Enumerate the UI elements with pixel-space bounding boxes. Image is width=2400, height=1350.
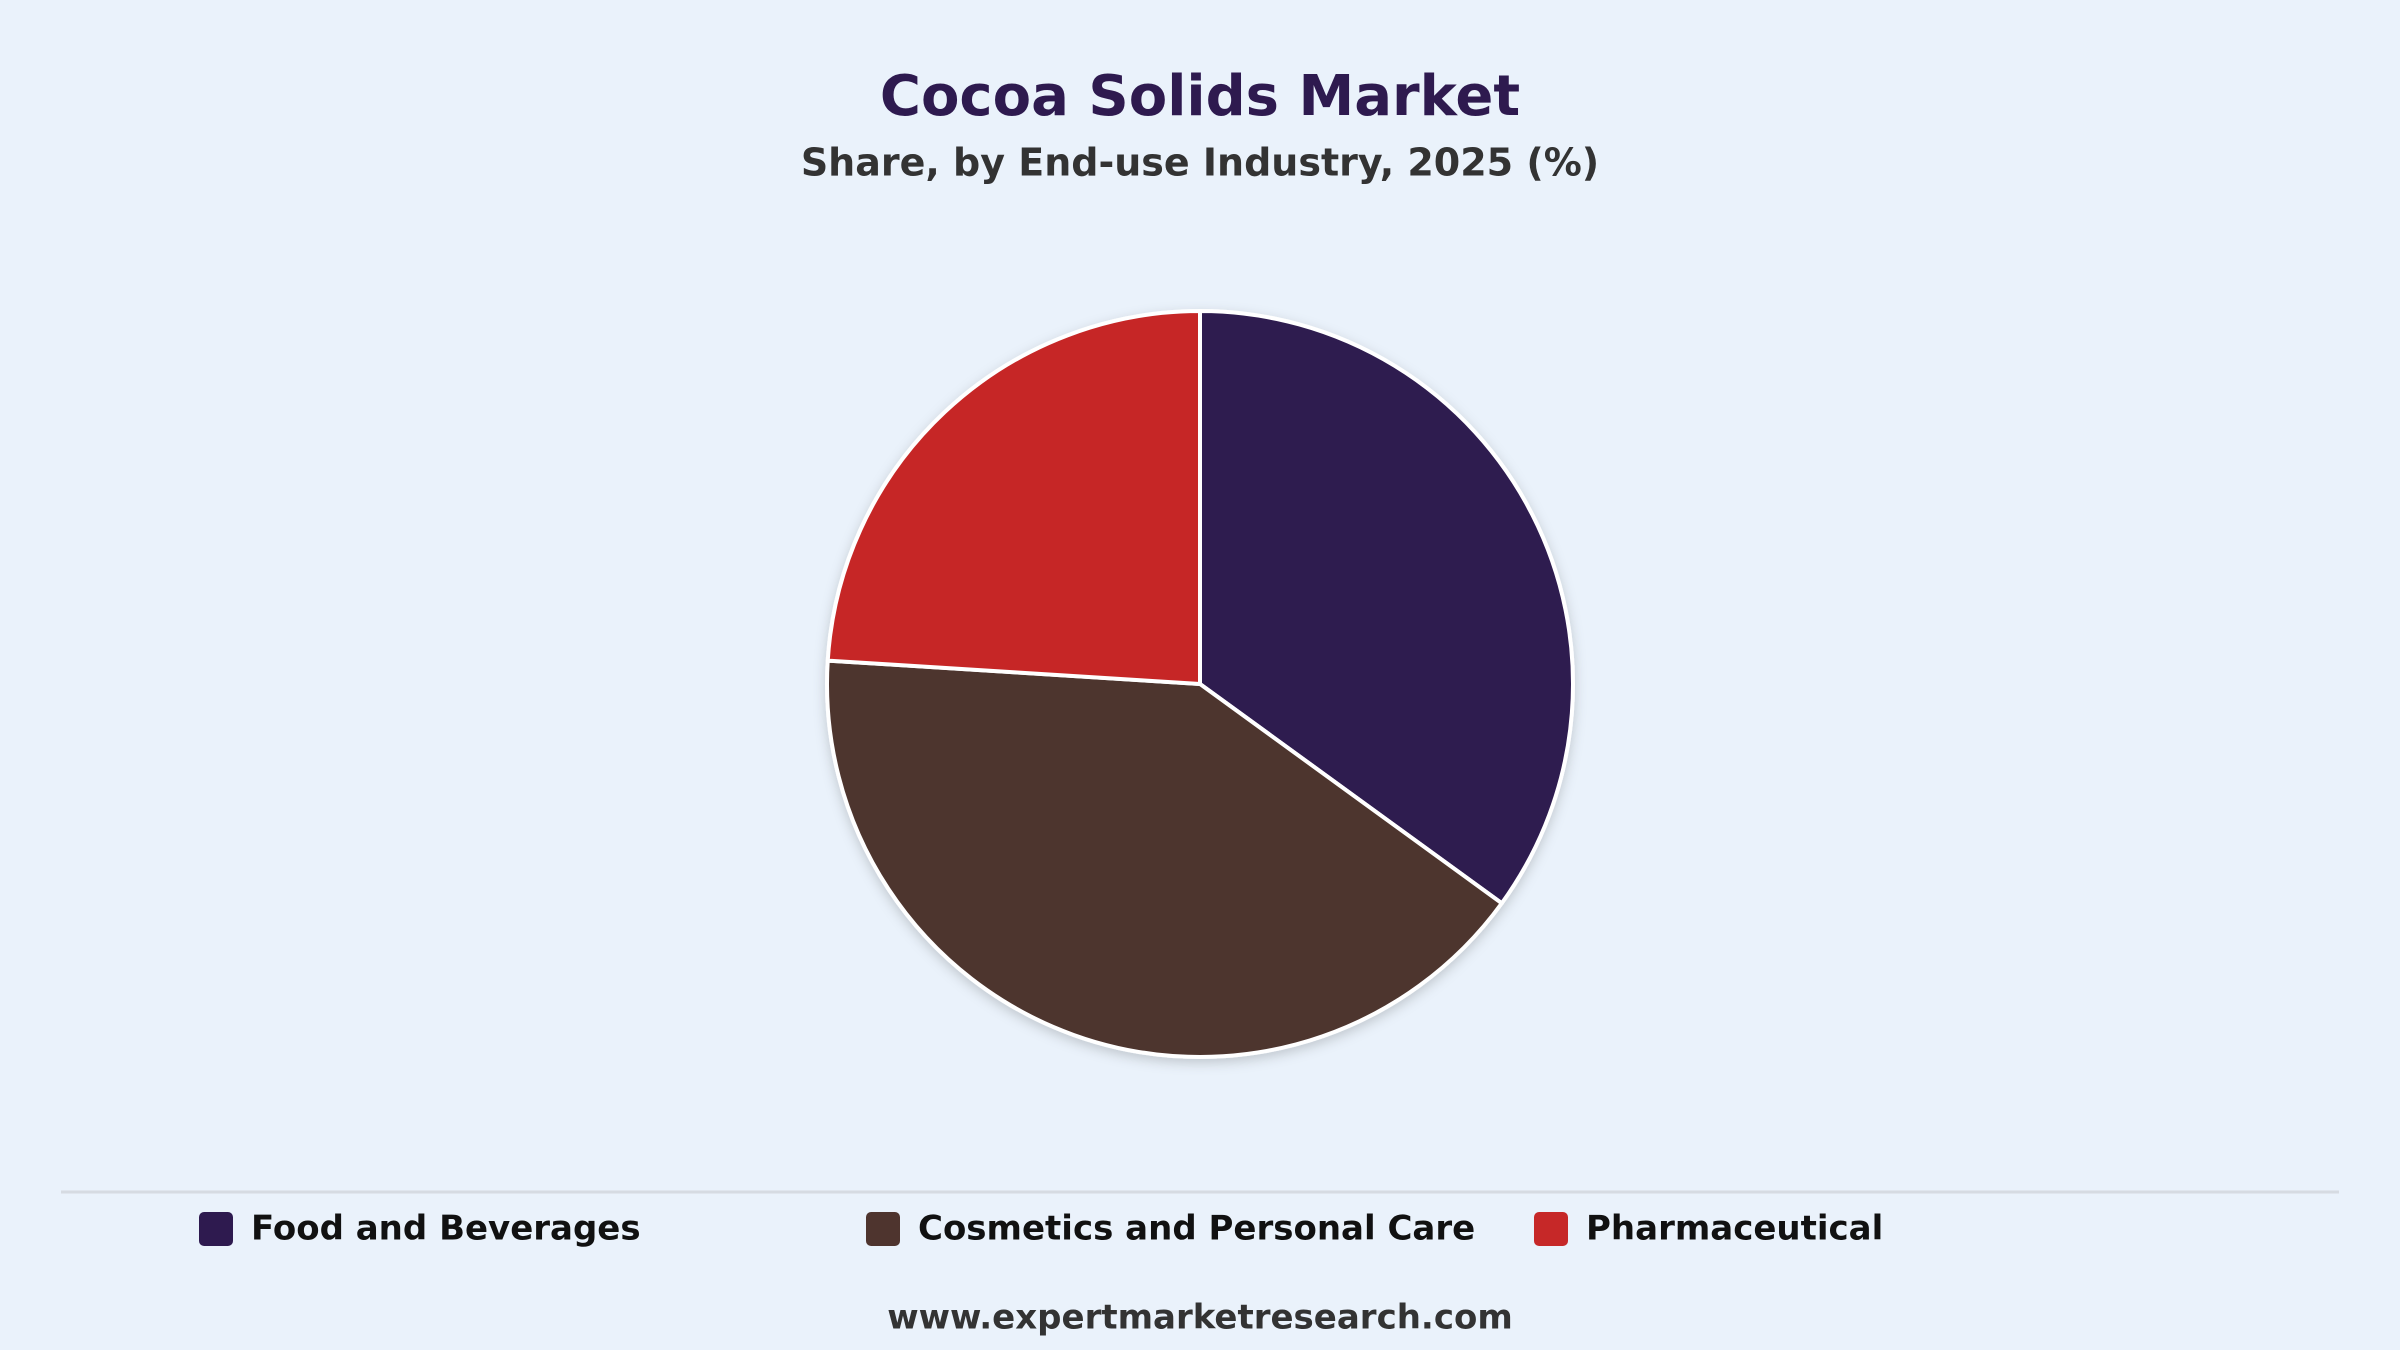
legend-swatch <box>1534 1212 1568 1246</box>
pie-slice <box>825 658 1504 1059</box>
legend-label: Cosmetics and Personal Care <box>918 1209 1475 1249</box>
pie-slice <box>1198 309 1575 906</box>
chart-title: Cocoa Solids Market <box>880 64 1520 129</box>
pie <box>825 309 1575 1059</box>
legend-label: Food and Beverages <box>251 1209 641 1249</box>
legend: Food and Beverages Cosmetics and Personal… <box>199 1209 1883 1249</box>
legend-swatch <box>199 1212 233 1246</box>
pie-slice <box>825 309 1202 686</box>
source: www.expertmarketresearch.com <box>887 1298 1513 1338</box>
legend-label: Pharmaceutical <box>1586 1209 1883 1249</box>
chart-subtitle: Share, by End-use Industry, 2025 (%) <box>801 141 1599 185</box>
legend-swatch <box>866 1212 900 1246</box>
